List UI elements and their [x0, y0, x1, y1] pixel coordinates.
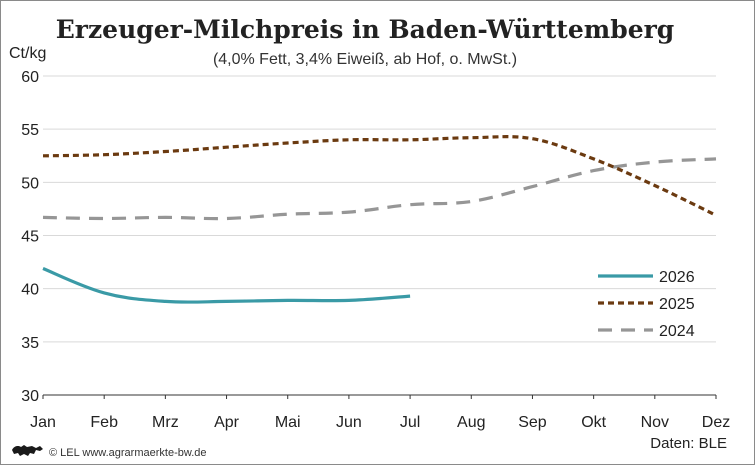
y-tick-label: 60 — [21, 69, 39, 86]
x-tick-label: Nov — [641, 414, 669, 431]
x-tick-label: Mai — [275, 414, 301, 431]
x-tick-label: Aug — [457, 414, 485, 431]
data-source: Daten: BLE — [650, 435, 727, 452]
footer-credit: © LEL www.agrarmaerkte-bw.de — [49, 447, 207, 459]
footer-logo — [12, 445, 43, 456]
series-line-2024 — [42, 157, 717, 221]
y-axis-unit-label: Ct/kg — [9, 45, 46, 62]
x-tick-label: Apr — [214, 414, 240, 431]
legend-label-2026: 2026 — [659, 269, 695, 286]
chart-subtitle: (4,0% Fett, 3,4% Eiweiß, ab Hof, o. MwSt… — [213, 51, 517, 68]
y-tick-label: 50 — [21, 175, 39, 192]
y-tick-label: 40 — [21, 282, 39, 299]
y-tick-label: 35 — [21, 335, 39, 352]
chart-title: Erzeuger-Milchpreis in Baden-Württemberg — [56, 15, 675, 44]
series-line-2026 — [42, 267, 411, 304]
x-tick-label: Jan — [30, 414, 56, 431]
series-lines — [42, 135, 717, 304]
x-axis-tick-labels: Jan Feb Mrz Apr Mai Jun Jul Aug Sep Okt Nov Dez — [30, 395, 730, 431]
x-tick-label: Sep — [518, 414, 547, 431]
y-axis-tick-labels: 30 35 40 45 50 55 60 — [21, 69, 39, 405]
legend-label-2025: 2025 — [659, 296, 695, 313]
series-line-2025 — [42, 135, 717, 217]
x-tick-label: Jul — [400, 414, 420, 431]
legend: 2026 2025 2024 — [598, 269, 695, 340]
gridlines — [43, 75, 716, 396]
x-tick-label: Okt — [581, 414, 606, 431]
y-tick-label: 55 — [21, 122, 39, 139]
legend-label-2024: 2024 — [659, 323, 695, 340]
x-tick-label: Dez — [702, 414, 730, 431]
x-tick-label: Feb — [90, 414, 118, 431]
y-tick-label: 45 — [21, 229, 39, 246]
x-tick-label: Mrz — [152, 414, 179, 431]
y-tick-label: 30 — [21, 388, 39, 405]
x-tick-label: Jun — [336, 414, 362, 431]
lion-coat-of-arms-icon — [12, 445, 43, 456]
